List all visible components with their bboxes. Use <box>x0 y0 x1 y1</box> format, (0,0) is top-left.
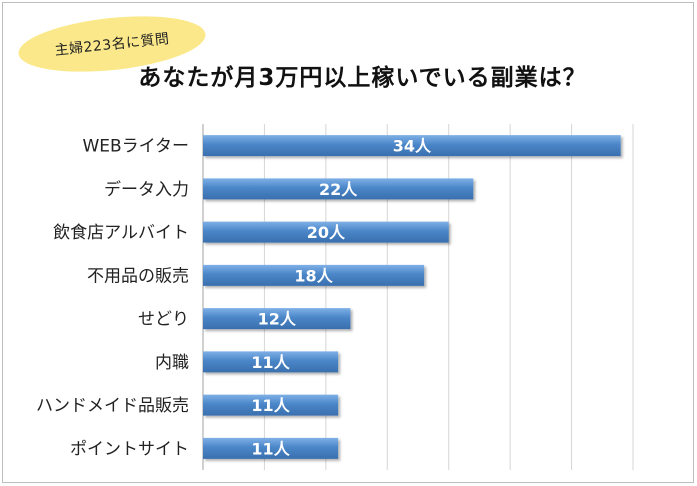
bar-value-label: 18人 <box>294 266 333 285</box>
chart-title: あなたが月3万円以上稼いでいる副業は？ <box>138 65 587 91</box>
bar <box>203 221 449 243</box>
category-label: 内職 <box>155 353 189 373</box>
category-label: データ入力 <box>104 179 189 200</box>
category-label: ハンドメイド品販売 <box>36 396 189 416</box>
bar-value-label: 11人 <box>251 396 290 415</box>
bar <box>203 437 339 459</box>
bar-value-label: 34人 <box>393 137 432 156</box>
bar <box>203 308 351 330</box>
bar-value-label: 11人 <box>251 439 290 458</box>
bar <box>203 135 621 157</box>
bar <box>203 394 339 416</box>
bar-value-label: 12人 <box>258 310 297 329</box>
category-label: WEBライター <box>82 137 189 157</box>
bar <box>203 351 339 373</box>
bar-value-label: 11人 <box>251 353 290 372</box>
category-label: 飲食店アルバイト <box>53 223 189 243</box>
bar <box>203 178 474 200</box>
category-label: せどり <box>138 310 189 330</box>
bar-value-label: 20人 <box>307 223 346 242</box>
bar-value-label: 22人 <box>319 180 358 199</box>
bar <box>203 264 425 286</box>
category-label: ポイントサイト <box>70 439 189 459</box>
category-label: 不用品の販売 <box>87 266 189 286</box>
